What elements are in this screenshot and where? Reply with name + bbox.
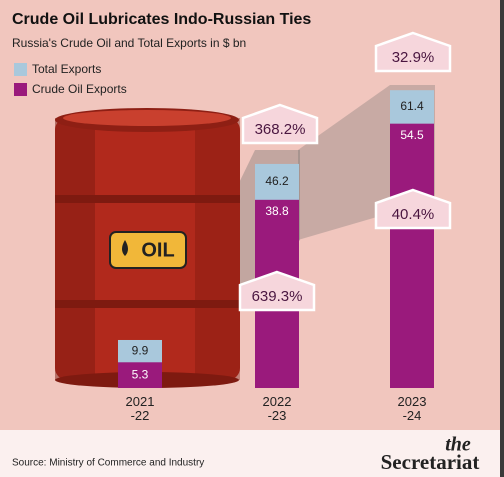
annotation: 639.3% [252, 288, 303, 305]
legend-swatch [14, 63, 27, 76]
value-label: 38.8 [265, 204, 289, 218]
bar [118, 362, 162, 388]
footer-bg [0, 430, 504, 477]
annotation-arrow [241, 103, 319, 145]
annotation: 40.4% [392, 206, 435, 223]
legend-label: Total Exports [32, 62, 101, 76]
brand: Secretariat [381, 450, 480, 474]
value-label: 61.4 [400, 99, 424, 113]
edge [500, 0, 504, 477]
barrel-label: OIL [141, 239, 174, 261]
value-label: 46.2 [265, 174, 289, 188]
annotation-arrow [238, 270, 316, 312]
source: Source: Ministry of Commerce and Industr… [12, 458, 204, 469]
annotation-arrow [374, 31, 452, 73]
x-tick-label: 2022 -23 [262, 394, 292, 423]
annotation-arrow [374, 188, 452, 230]
legend-label: Crude Oil Exports [32, 82, 127, 96]
legend-swatch [14, 83, 27, 96]
chart-title: Crude Oil Lubricates Indo-Russian Ties [12, 11, 311, 28]
chart-subtitle: Russia's Crude Oil and Total Exports in … [12, 36, 246, 50]
annotation: 368.2% [255, 121, 306, 138]
x-tick-label: 2021 -22 [125, 394, 155, 423]
value-label: 9.9 [132, 343, 149, 357]
x-tick-label: 2023 -24 [397, 394, 427, 423]
brand-top: the [445, 434, 471, 456]
annotation: 32.9% [392, 49, 435, 66]
bar [390, 123, 434, 389]
value-label: 54.5 [400, 128, 424, 142]
value-label: 5.3 [132, 367, 149, 381]
